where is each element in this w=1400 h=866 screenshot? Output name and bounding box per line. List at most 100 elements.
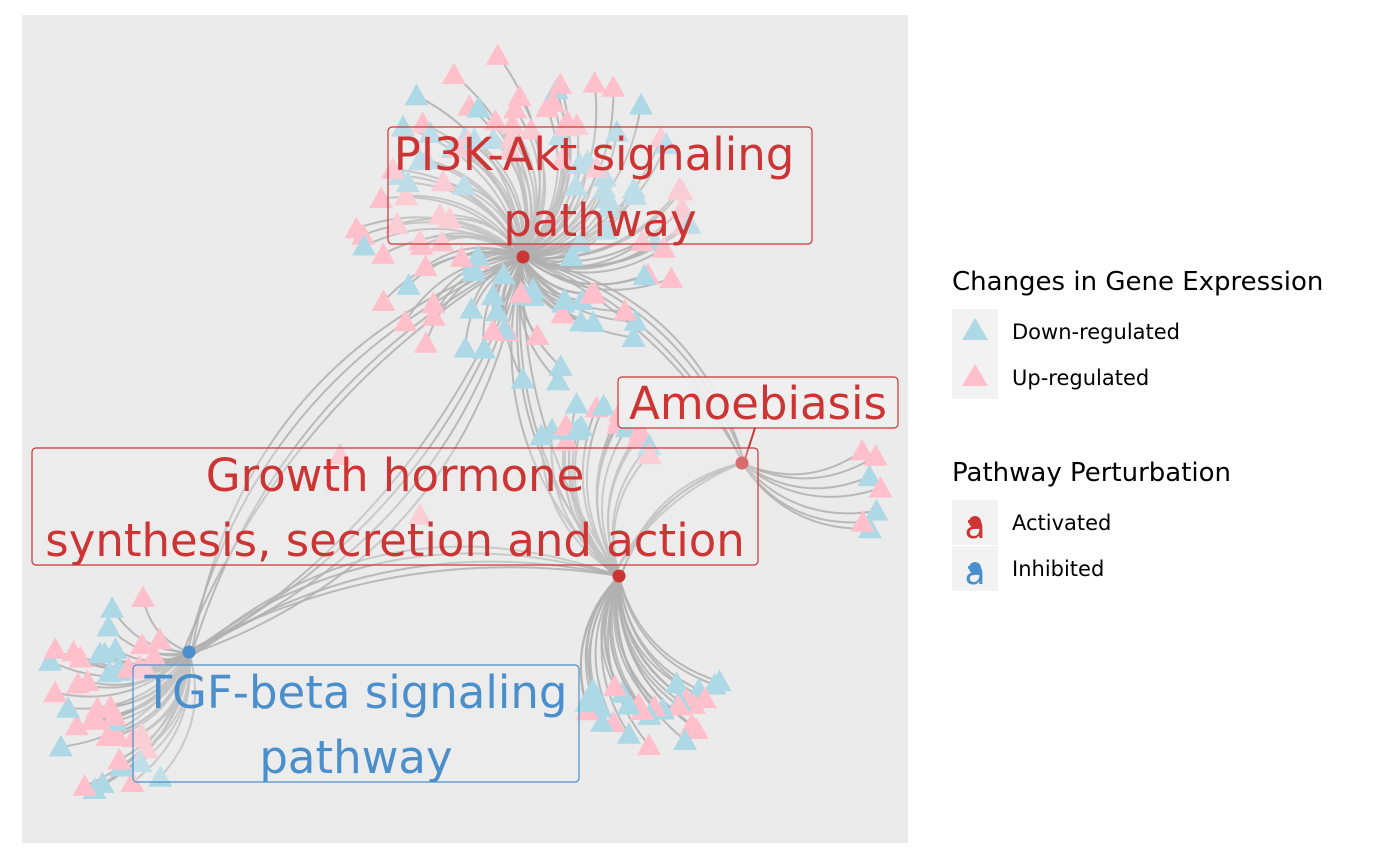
legend-activated-label: Activated (1012, 511, 1111, 535)
gene-node-triangle (107, 747, 132, 770)
gene-node-triangle (452, 173, 477, 195)
gene-edge (586, 575, 620, 691)
gene-node-triangle (669, 196, 694, 219)
gene-edge (522, 84, 571, 258)
gene-node-triangle (559, 244, 584, 267)
gene-edge (522, 256, 746, 469)
gene-edge (159, 651, 196, 778)
gene-edge (191, 552, 620, 653)
gene-node-triangle (563, 174, 588, 196)
gene-node-triangle (601, 75, 626, 97)
pathway-label-pi3k-line1: PI3K-Akt signaling (394, 128, 795, 181)
gene-node-triangle (431, 169, 456, 192)
gene-edge (607, 437, 640, 577)
gene-node-triangle (548, 72, 573, 95)
gene-node-triangle (391, 114, 416, 137)
legend-up-label: Up-regulated (1012, 366, 1149, 390)
gene-node-triangle (637, 442, 662, 465)
pathway-label-amoebiasis-line1: Amoebiasis (629, 377, 887, 430)
gene-node-triangle (98, 694, 123, 717)
gene-node-triangle (371, 289, 396, 311)
gene-node-triangle (616, 722, 641, 744)
gene-node-triangle (413, 331, 438, 353)
gene-node-triangle (48, 734, 73, 757)
gene-node-triangle (546, 368, 571, 391)
gene-node-triangle (408, 503, 432, 525)
gene-node-triangle (380, 157, 405, 179)
pathway-label-pi3k: PI3K-Akt signaling pathway (387, 126, 813, 247)
pathway-hub-node-tgf (182, 645, 196, 659)
gene-node-triangle (857, 464, 882, 487)
gene-edge (741, 462, 881, 498)
gene-node-triangle (481, 318, 506, 341)
gene-node-triangle (594, 218, 619, 240)
gene-node-triangle (564, 113, 589, 135)
legend-expression-title: Changes in Gene Expression (952, 267, 1323, 297)
pathway-node-layer (182, 250, 749, 659)
gene-node-triangle (485, 299, 510, 322)
gene-node-triangle (56, 696, 81, 718)
legend-perturbation-title: Pathway Perturbation (952, 458, 1231, 488)
gene-node-triangle (385, 212, 410, 234)
gene-node-triangle (673, 728, 698, 750)
gene-node-triangle (604, 120, 629, 142)
gene-edge (618, 575, 715, 686)
gene-node-triangle (393, 183, 418, 206)
gene-node-triangle (497, 138, 522, 160)
gene-node-triangle (666, 693, 691, 716)
gene-edge (522, 188, 606, 258)
gene-edge (608, 575, 640, 706)
gene-node-triangle (500, 112, 525, 135)
gene-node-triangle (103, 637, 128, 659)
gene-edge (94, 651, 190, 791)
gene-node-triangle (679, 712, 704, 735)
gene-edge (596, 423, 620, 577)
gene-node-triangle (637, 733, 662, 756)
gene-node-triangle (96, 614, 121, 637)
gene-edge (516, 256, 624, 579)
gene-node-triangle (581, 310, 606, 333)
amoebiasis-label-leader (743, 427, 756, 463)
gene-edge (741, 462, 863, 524)
gene-node-triangle (651, 236, 676, 258)
gene-edge (363, 227, 524, 258)
gene-node-triangle (129, 632, 154, 655)
gene-node-triangle (483, 109, 508, 131)
gene-node-triangle (864, 498, 889, 521)
gene-node-triangle (128, 750, 153, 773)
gene-node-triangle (465, 244, 490, 266)
gene-edge (600, 427, 628, 577)
gene-node-triangle (148, 765, 173, 787)
pathway-label-layer: PI3K-Akt signaling pathway Amoebiasis Gr… (31, 126, 899, 784)
gene-node-triangle (481, 127, 506, 150)
gene-edge (618, 575, 706, 700)
gene-edge (600, 575, 620, 687)
gene-node-triangle (510, 367, 535, 389)
gene-node-triangle (38, 649, 63, 671)
gene-node-triangle (590, 710, 615, 732)
gene-node-triangle (100, 596, 125, 618)
gene-node-triangle (550, 146, 575, 169)
pathway-label-pi3k-line2: pathway (503, 194, 696, 247)
gene-node-triangle (369, 186, 394, 209)
gene-node-triangle (868, 475, 893, 498)
gene-node-triangle (529, 423, 554, 446)
pathway-label-growth-line2: synthesis, secretion and action (45, 514, 745, 567)
gene-node-triangle (591, 393, 616, 416)
pathway-label-tgf: TGF-beta signaling pathway (132, 664, 580, 784)
pathway-hub-node-growth (612, 569, 626, 583)
gene-node-triangle (863, 444, 888, 466)
gene-node-triangle (95, 724, 120, 746)
gene-node-triangle (508, 281, 533, 303)
gene-node-triangle (519, 117, 544, 140)
gene-node-triangle (540, 90, 565, 112)
gene-node-triangle (550, 301, 575, 324)
gene-node-triangle (147, 627, 172, 650)
gene-node-triangle (569, 414, 594, 437)
gene-node-triangle (413, 254, 438, 277)
pathway-label-growth-line1: Growth hormone (206, 449, 585, 502)
gene-edge (522, 256, 747, 467)
gene-node-triangle (437, 206, 462, 229)
gene-node-triangle (499, 125, 524, 148)
gene-node-triangle (421, 304, 446, 326)
